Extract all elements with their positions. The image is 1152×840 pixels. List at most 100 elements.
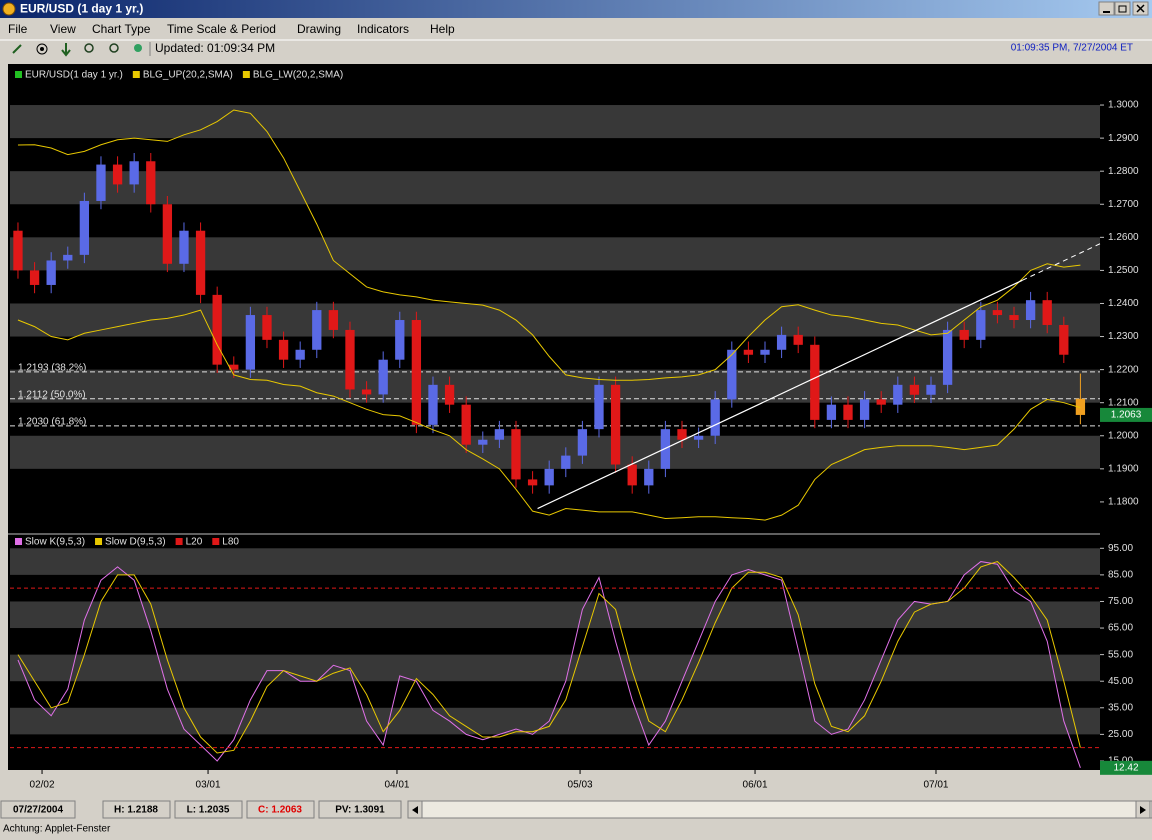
legend-label: BLG_UP(20,2,SMA) <box>143 70 233 81</box>
indicator-line <box>17 309 1081 521</box>
candle-body <box>1009 315 1019 321</box>
last-value-label: 1.2063 <box>1111 410 1142 421</box>
candle-body <box>146 161 156 205</box>
fib-label: 1.2193 (38.2%) <box>18 363 86 374</box>
candle-body <box>627 464 637 486</box>
candle-body <box>112 164 123 185</box>
menu-bar: File View Chart Type Time Scale & Period… <box>8 22 455 36</box>
legend-label: EUR/USD(1 day 1 yr.) <box>25 70 123 81</box>
candle-body <box>395 320 405 360</box>
candle-body <box>776 334 787 350</box>
menu-item[interactable]: Time Scale & Period <box>167 22 276 36</box>
status-box <box>318 800 402 819</box>
legend-swatch <box>175 538 183 545</box>
y-tick-label: 1.1900 <box>1108 463 1139 474</box>
x-tick-label: 03/01 <box>196 780 221 791</box>
candle-body <box>46 260 56 285</box>
status-box <box>246 800 315 819</box>
candle-body <box>478 439 488 445</box>
candle-body <box>212 294 222 365</box>
clock: 01:09:35 PM, 7/27/2004 ET <box>1011 43 1133 54</box>
tool-pan[interactable] <box>134 44 142 52</box>
candle-body <box>594 384 604 430</box>
candle-body <box>461 404 471 445</box>
candle-body <box>743 349 754 355</box>
y-tick-label: 35.00 <box>1108 702 1133 713</box>
candle-body <box>1059 324 1069 355</box>
status-close: C: 1.2063 <box>258 805 302 816</box>
minimize-button[interactable] <box>1098 1 1115 16</box>
updated-label: Updated: 01:09:34 PM <box>155 41 275 55</box>
y-tick-label: 25.00 <box>1108 729 1133 740</box>
y-tick-label: 1.2100 <box>1108 397 1139 408</box>
menu-item[interactable]: Help <box>430 22 455 36</box>
legend-swatch <box>212 538 220 545</box>
candle-body <box>361 389 372 395</box>
candle-body <box>1025 300 1036 321</box>
candle-body <box>29 270 40 285</box>
candle-body <box>959 329 969 340</box>
tool-zoom-in[interactable] <box>84 43 94 53</box>
candle-body <box>992 310 1003 316</box>
scrollbar[interactable] <box>407 800 1152 819</box>
charts: 1.1800 1.1900 1.2000 1.2100 1.2200 1.2300 1.24… <box>10 70 1152 791</box>
restore-button[interactable] <box>1114 1 1131 16</box>
status-box <box>174 800 243 819</box>
candle-body <box>793 334 803 345</box>
status-pv: PV: 1.3091 <box>335 805 385 816</box>
y-tick-label: 95.00 <box>1108 543 1133 554</box>
y-tick-label: 1.3000 <box>1108 100 1139 111</box>
tool-crosshair[interactable] <box>36 43 48 55</box>
toolbar: Updated: 01:09:34 PM 01:09:35 PM, 7/27/2… <box>12 41 1133 57</box>
candle-body <box>312 310 322 350</box>
restore-glyph <box>1118 5 1127 13</box>
candle-body <box>644 468 654 486</box>
menu-item[interactable]: View <box>50 22 76 36</box>
grid-band <box>10 654 1100 682</box>
menu-item[interactable]: File <box>8 22 28 36</box>
candle-body <box>693 435 704 440</box>
menu-item[interactable]: Drawing <box>297 22 341 36</box>
indicator-line <box>17 561 1081 754</box>
grid-band <box>10 707 1100 735</box>
legend-label: L80 <box>222 537 239 548</box>
grid-band <box>10 105 1100 139</box>
status-box <box>0 800 76 819</box>
fib-label: 1.2112 (50.0%) <box>18 389 86 400</box>
scroll-left-glyph <box>412 806 418 814</box>
candle-body <box>843 404 853 420</box>
grid-band <box>10 171 1100 205</box>
candle-body <box>79 200 90 255</box>
candle-body <box>444 384 455 405</box>
title-bar <box>0 0 1152 18</box>
y-tick-label: 55.00 <box>1108 649 1133 660</box>
tool-arrow[interactable] <box>61 43 71 57</box>
candle-body <box>345 329 355 390</box>
app-icon <box>2 2 16 16</box>
candle-body <box>63 254 73 261</box>
candle-body <box>1042 300 1052 325</box>
legend-swatch <box>15 71 22 78</box>
tool-zoom-out[interactable] <box>109 43 119 53</box>
candle-body <box>328 310 339 330</box>
grid-band <box>10 369 1100 403</box>
menu-item[interactable]: Chart Type <box>92 22 151 36</box>
candle-body <box>826 404 837 420</box>
x-tick-label: 07/01 <box>923 780 948 791</box>
candle-body <box>527 479 538 486</box>
menu-item[interactable]: Indicators <box>357 22 409 36</box>
status-box <box>102 800 171 819</box>
x-tick-label: 02/02 <box>30 780 55 791</box>
candle-body <box>561 455 571 469</box>
last-value-box <box>1100 760 1152 775</box>
candle-body <box>195 230 206 295</box>
trendline <box>537 279 1023 510</box>
tool-crosshair-dot <box>40 47 44 51</box>
tool-line[interactable] <box>12 44 22 54</box>
candle-body <box>278 339 289 360</box>
last-value-box <box>1100 407 1152 422</box>
candle-body <box>494 429 505 440</box>
candle-body <box>162 204 173 264</box>
grid-band <box>10 237 1100 271</box>
candle-body <box>610 384 621 465</box>
